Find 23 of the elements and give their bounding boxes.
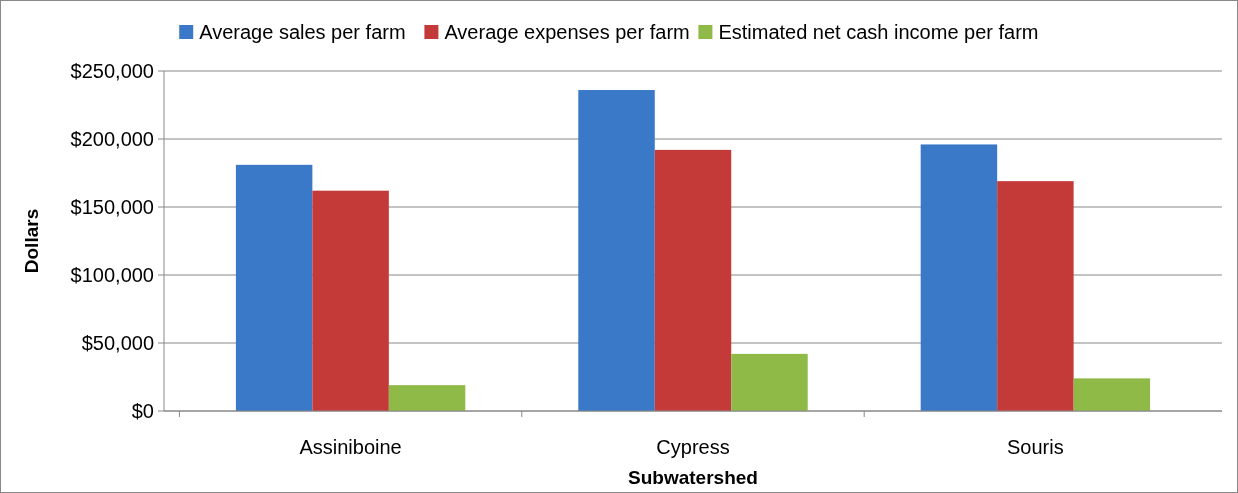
bar — [578, 90, 655, 411]
legend-label: Estimated net cash income per farm — [718, 21, 1039, 43]
y-tick-label: $250,000 — [70, 60, 154, 82]
bar — [388, 385, 466, 411]
y-tick-label: $150,000 — [70, 196, 154, 218]
x-tick-label: Souris — [1007, 436, 1064, 458]
bar — [920, 144, 998, 411]
y-tick-label: $200,000 — [70, 128, 154, 150]
x-axis-title: Subwatershed — [628, 467, 758, 488]
bar — [312, 190, 389, 411]
y-tick-label: $0 — [131, 400, 154, 422]
y-tick-label: $100,000 — [70, 264, 154, 286]
bar — [1073, 378, 1151, 411]
x-tick-label: Cypress — [656, 436, 730, 458]
y-axis-title: Dollars — [21, 208, 42, 274]
bar — [997, 181, 1074, 411]
legend-label: Average expenses per farm — [444, 21, 690, 43]
bar — [654, 149, 732, 411]
y-tick-label: $50,000 — [81, 332, 154, 354]
legend-label: Average sales per farm — [199, 21, 406, 43]
x-tick-label: Assiniboine — [299, 436, 402, 458]
bar — [731, 353, 808, 411]
bar — [235, 164, 313, 411]
